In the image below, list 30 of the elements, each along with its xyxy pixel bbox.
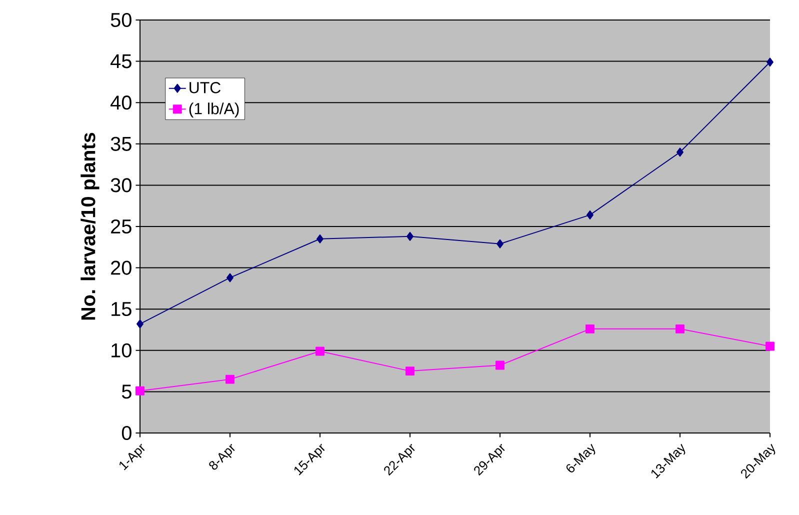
y-tick-label: 20	[111, 260, 132, 275]
y-tick-label: 15	[112, 302, 132, 316]
point	[586, 324, 594, 334]
point	[406, 366, 414, 376]
y-tick-label: 30	[110, 178, 132, 192]
y-tick-label: 0	[122, 426, 132, 440]
point	[136, 319, 144, 328]
y-tick-label: 35	[110, 136, 132, 151]
point	[316, 346, 324, 356]
y-tick-label: 40	[110, 96, 132, 110]
point	[766, 58, 774, 67]
y-tick-label: 50	[110, 12, 132, 28]
y-axis-title: No. larvae/10 plants	[80, 132, 100, 320]
point	[406, 232, 414, 241]
point	[676, 324, 684, 334]
point	[316, 234, 324, 244]
point	[496, 239, 504, 248]
point	[226, 273, 234, 282]
point	[676, 148, 684, 157]
point	[496, 360, 504, 370]
y-tick-label: 10	[112, 343, 132, 358]
legend-label: (1 lb/A)	[189, 102, 239, 118]
point	[586, 210, 594, 220]
legend-label: UTC	[190, 82, 221, 94]
y-tick-label: 45	[110, 54, 132, 68]
point	[766, 342, 774, 351]
y-tick-label: 25	[111, 219, 132, 234]
y-tick-label: 5	[122, 384, 132, 399]
point	[226, 374, 234, 384]
point	[136, 386, 144, 396]
